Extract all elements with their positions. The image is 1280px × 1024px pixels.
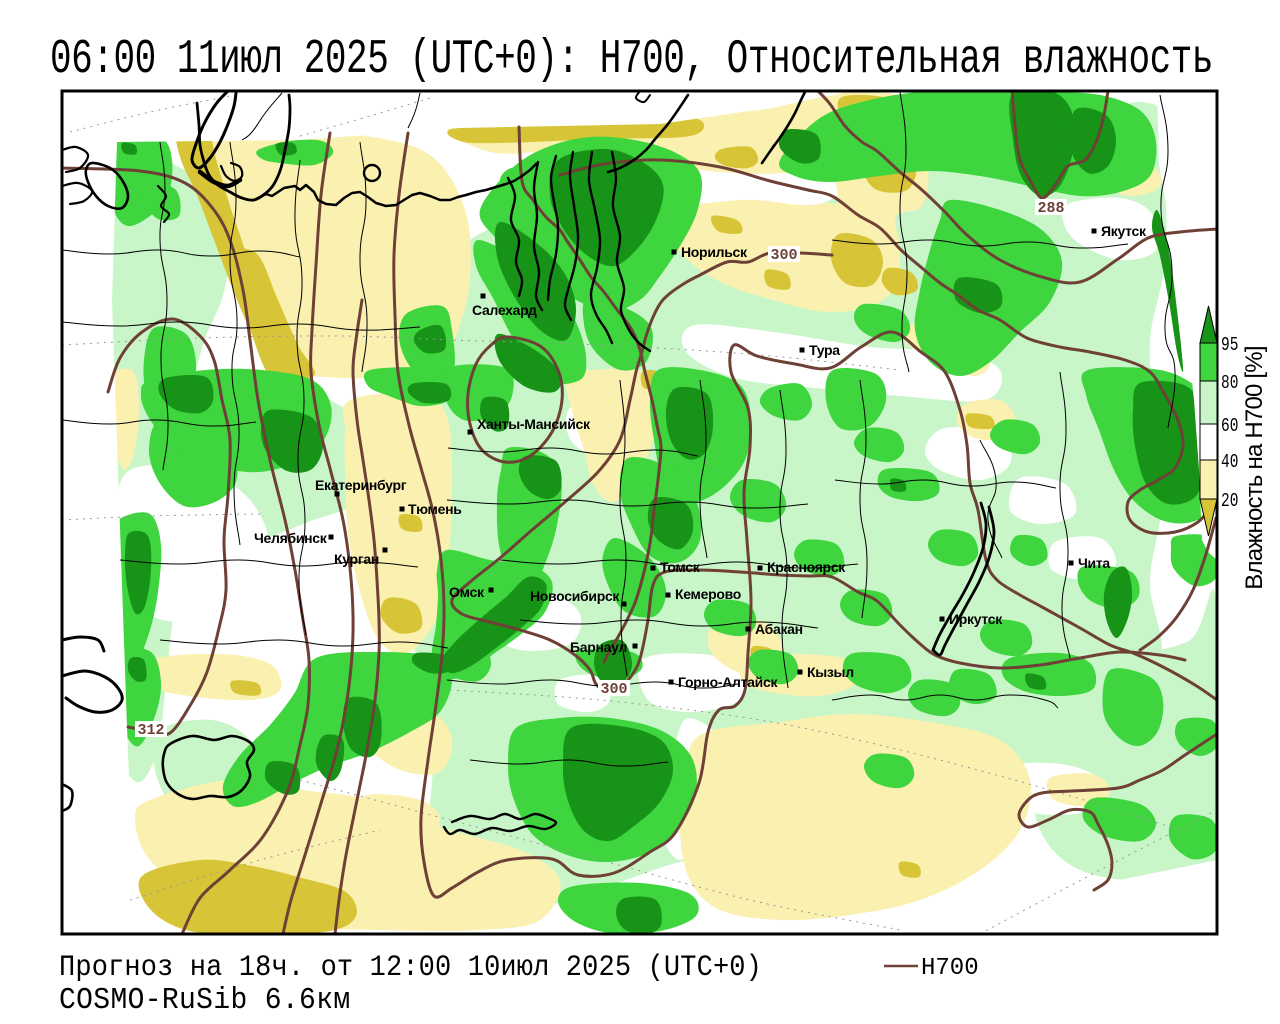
svg-text:Иркутск: Иркутск — [949, 611, 1003, 627]
svg-text:Чита: Чита — [1078, 555, 1110, 571]
svg-text:Челябинск: Челябинск — [254, 530, 328, 546]
svg-text:300: 300 — [600, 681, 627, 698]
svg-text:Горно-Алтайск: Горно-Алтайск — [678, 674, 778, 690]
svg-text:Салехард: Салехард — [472, 302, 537, 318]
svg-text:Норильск: Норильск — [681, 244, 748, 260]
svg-text:80: 80 — [1221, 373, 1238, 395]
svg-text:Курган: Курган — [334, 551, 379, 567]
svg-text:288: 288 — [1037, 200, 1064, 217]
svg-text:Омск: Омск — [449, 584, 485, 600]
svg-text:Тура: Тура — [809, 342, 840, 358]
svg-text:Кемерово: Кемерово — [675, 586, 741, 602]
svg-text:312: 312 — [137, 722, 164, 739]
svg-text:Томск: Томск — [660, 559, 701, 575]
svg-text:60: 60 — [1221, 416, 1238, 438]
svg-text:Новосибирск: Новосибирск — [530, 588, 620, 604]
svg-text:Прогноз на 18ч. от 12:00 10июл: Прогноз на 18ч. от 12:00 10июл 2025 (UTC… — [59, 950, 762, 985]
svg-text:Кызыл: Кызыл — [807, 664, 854, 680]
svg-text:Ханты-Мансийск: Ханты-Мансийск — [477, 416, 591, 432]
svg-text:Екатеринбург: Екатеринбург — [315, 477, 407, 493]
svg-text:Тюмень: Тюмень — [408, 501, 462, 517]
svg-text:Влажность на H700 [%]: Влажность на H700 [%] — [1241, 346, 1268, 589]
svg-text:Абакан: Абакан — [755, 621, 803, 637]
svg-text:20: 20 — [1221, 491, 1238, 513]
svg-text:40: 40 — [1221, 452, 1238, 474]
svg-text:Якутск: Якутск — [1101, 223, 1147, 239]
svg-text:COSMO-RuSib 6.6км: COSMO-RuSib 6.6км — [59, 982, 351, 1018]
svg-text:06:00 11июл 2025 (UTC+0): H700: 06:00 11июл 2025 (UTC+0): H700, Относите… — [50, 32, 1213, 86]
svg-text:300: 300 — [770, 247, 797, 264]
svg-text:H700: H700 — [921, 955, 979, 982]
svg-text:Красноярск: Красноярск — [767, 559, 846, 575]
svg-text:Барнаул: Барнаул — [570, 639, 627, 655]
svg-text:95: 95 — [1221, 335, 1238, 357]
